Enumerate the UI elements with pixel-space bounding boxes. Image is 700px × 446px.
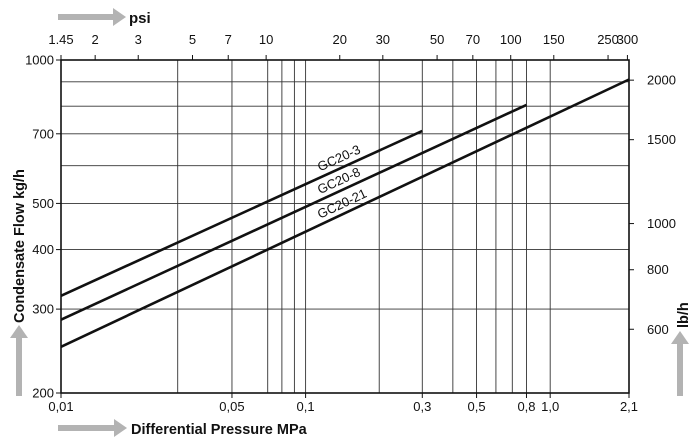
series-line-gc20-8 [61, 103, 528, 321]
psi-tick-label: 3 [135, 32, 142, 47]
x-tick-label: 0,8 [517, 399, 535, 414]
y-tick-label: 300 [32, 302, 54, 317]
lbh-tick-label: 2000 [647, 73, 676, 88]
tick-labels: 0,01 0,05 0,1 0,3 0,5 0,8 1,0 2,1 1.45 2 3 5 7 10 20 30… [25, 32, 676, 414]
flow-arrow-icon [10, 325, 28, 396]
psi-tick-label: 5 [189, 32, 196, 47]
psi-tick-label: 70 [466, 32, 480, 47]
psi-tick-label: 7 [225, 32, 232, 47]
x-tick-label: 0,5 [468, 399, 486, 414]
x-axis-label: Differential Pressure MPa [131, 422, 308, 438]
psi-tick-label: 10 [259, 32, 273, 47]
pressure-arrow-icon [58, 419, 127, 437]
psi-tick-label: 30 [376, 32, 390, 47]
psi-tick-label: 20 [333, 32, 347, 47]
series-lines [61, 78, 629, 348]
y-tick-label: 400 [32, 242, 54, 257]
grid-lines [61, 60, 629, 393]
lbh-tick-label: 800 [647, 262, 669, 277]
x-tick-label: 1,0 [541, 399, 559, 414]
series-line-gc20-3 [61, 129, 423, 297]
psi-tick-label: 50 [430, 32, 444, 47]
lbh-tick-label: 1000 [647, 216, 676, 231]
psi-tick-label: 2 [92, 32, 99, 47]
y-axis-label: Condensate Flow kg/h [12, 169, 28, 323]
plot-frame [60, 59, 630, 394]
x-tick-label: 2,1 [620, 399, 638, 414]
psi-tick-label: 150 [543, 32, 565, 47]
y-tick-label: 500 [32, 196, 54, 211]
x-tick-label: 0,01 [48, 399, 73, 414]
y2-axis-label: lb/h [676, 302, 692, 328]
y-tick-label: 200 [32, 386, 54, 401]
x-tick-label: 0,3 [413, 399, 431, 414]
x-tick-label: 0,1 [297, 399, 315, 414]
lbh-arrow-icon [671, 331, 689, 396]
psi-arrow-icon [58, 8, 126, 26]
y-tick-label: 1000 [25, 53, 54, 68]
y-tick-label: 700 [32, 126, 54, 141]
psi-tick-label: 1.45 [48, 32, 73, 47]
psi-tick-label: 100 [500, 32, 522, 47]
series-line-gc20-21 [61, 78, 629, 348]
psi-tick-label: 250 [597, 32, 619, 47]
psi-axis-label: psi [129, 10, 151, 27]
lbh-tick-label: 600 [647, 322, 669, 337]
x-tick-label: 0,05 [219, 399, 244, 414]
psi-tick-label: 300 [617, 32, 639, 47]
lbh-tick-label: 1500 [647, 132, 676, 147]
